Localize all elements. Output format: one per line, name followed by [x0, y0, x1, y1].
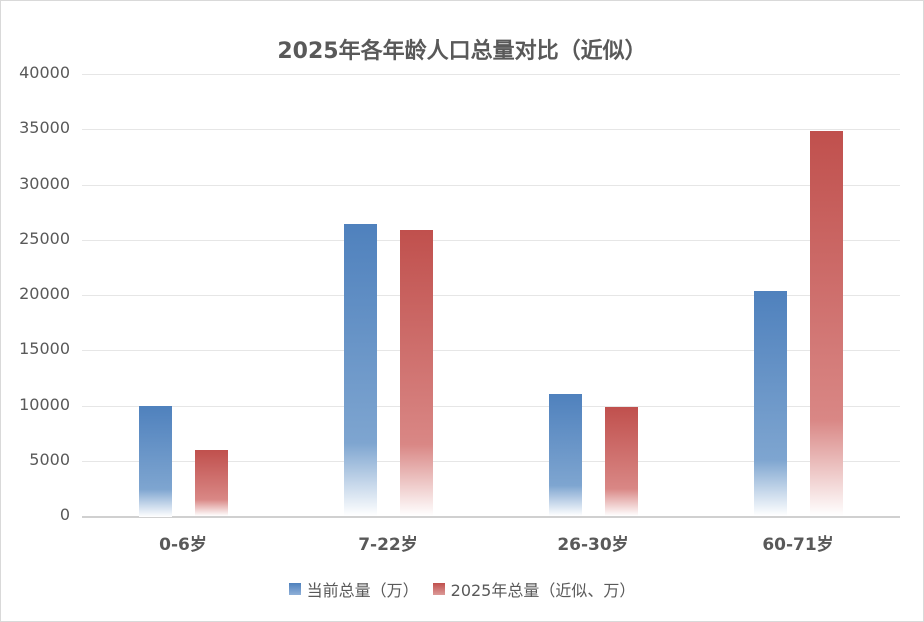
bar-2025-0[interactable]: [195, 450, 228, 516]
y-axis-tick-label: 40000: [19, 63, 70, 82]
bar-current-3[interactable]: [754, 291, 787, 516]
gridline: [82, 406, 900, 407]
gridline: [82, 129, 900, 130]
x-axis-category-label: 60-71岁: [762, 535, 834, 555]
y-axis-tick-label: 15000: [19, 339, 70, 358]
legend-item-2025[interactable]: 2025年总量（近似、万）: [432, 577, 636, 601]
gridline: [82, 350, 900, 351]
y-axis-tick-label: 0: [59, 505, 70, 524]
legend-label-2025: 2025年总量（近似、万）: [450, 581, 636, 600]
y-axis-tick-label: 35000: [19, 118, 70, 137]
y-axis-tick-label: 30000: [19, 174, 70, 193]
gridline: [82, 240, 900, 241]
bar-2025-1[interactable]: [400, 230, 433, 516]
gridline: [82, 74, 900, 75]
gridline: [82, 185, 900, 186]
legend-label-current: 当前总量（万）: [306, 581, 419, 600]
gridline: [82, 461, 900, 462]
gridline: [82, 295, 900, 296]
bar-current-0[interactable]: [139, 406, 172, 517]
y-axis-tick-label: 25000: [19, 229, 70, 248]
legend-item-current[interactable]: 当前总量（万）: [288, 577, 419, 601]
bar-current-1[interactable]: [344, 224, 377, 516]
chart-title: 2025年各年龄人口总量对比（近似）: [277, 39, 647, 64]
bar-2025-3[interactable]: [810, 131, 843, 516]
legend-swatch-blue-icon: [288, 583, 301, 595]
gridline: [82, 516, 900, 518]
y-axis-tick-label: 5000: [29, 450, 70, 469]
legend-swatch-red-icon: [432, 583, 445, 595]
x-axis-category-label: 26-30岁: [557, 535, 629, 555]
y-axis-tick-label: 10000: [19, 395, 70, 414]
bar-current-2[interactable]: [549, 394, 582, 516]
bar-2025-2[interactable]: [605, 407, 638, 516]
x-axis-category-label: 0-6岁: [159, 535, 207, 555]
legend: 当前总量（万） 2025年总量（近似、万）: [0, 577, 924, 601]
x-axis-category-label: 7-22岁: [358, 535, 418, 555]
y-axis-tick-label: 20000: [19, 284, 70, 303]
